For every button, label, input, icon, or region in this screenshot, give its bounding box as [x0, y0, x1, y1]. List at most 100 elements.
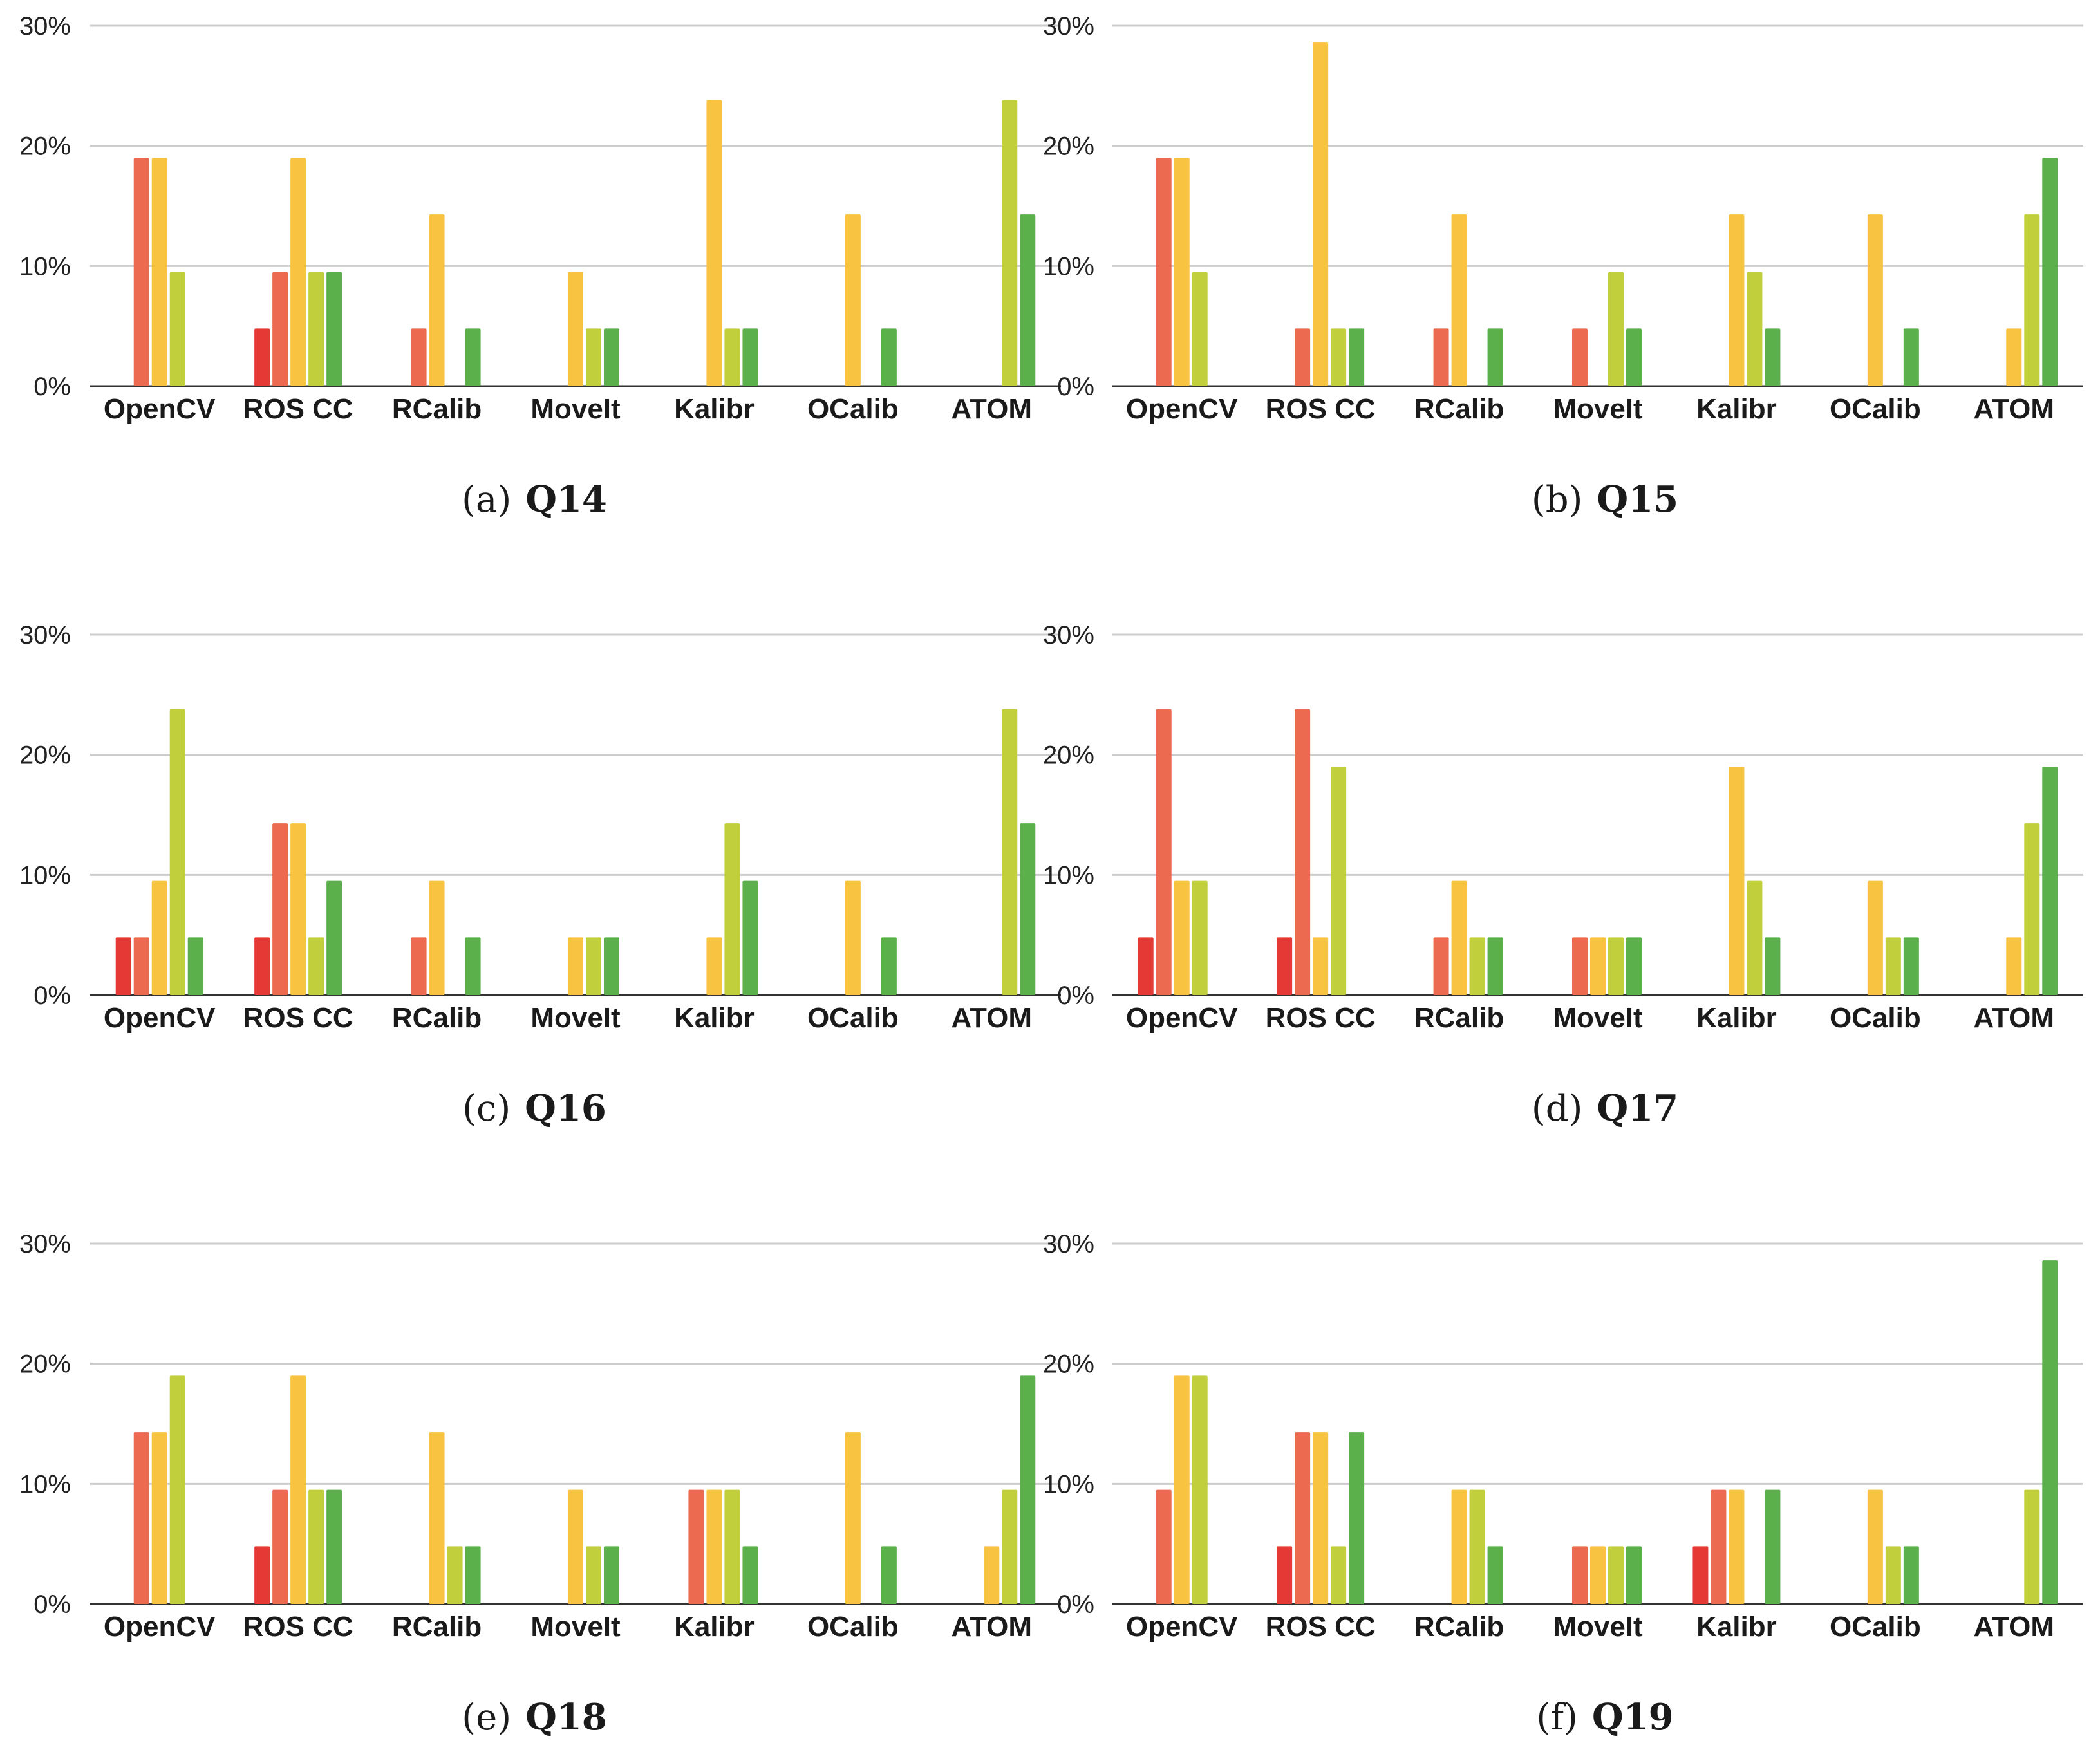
bar-kalibr-s1: [1692, 1546, 1709, 1604]
bar-kalibr-s5: [742, 1546, 758, 1604]
bar-opencv-s4: [169, 272, 185, 386]
category-label: RCalib: [1414, 393, 1504, 425]
y-tick-label: 30%: [1043, 621, 1094, 649]
bar-kalibr-s4: [724, 1489, 740, 1604]
caption-letter: (d): [1532, 1088, 1583, 1130]
category-label: Kalibr: [1696, 393, 1777, 425]
bar-opencv-s4: [169, 1375, 185, 1604]
bar-kalibr-s5: [1765, 937, 1781, 995]
category-label: RCalib: [392, 393, 482, 425]
bar-atom-s4: [1002, 100, 1018, 386]
category-label: RCalib: [392, 1611, 482, 1643]
bar-atom-s5: [2042, 767, 2058, 995]
category-label: Kalibr: [674, 1002, 755, 1034]
category-label: OpenCV: [104, 1002, 216, 1034]
category-label: Kalibr: [674, 1611, 755, 1643]
bar-ros-cc-s1: [254, 937, 270, 995]
y-tick-label: 0%: [1057, 982, 1094, 1010]
bar-ros-cc-s2: [272, 823, 288, 995]
panel-caption: (c) Q16: [462, 1087, 606, 1130]
category-label: MoveIt: [1553, 393, 1643, 425]
y-tick-label: 0%: [33, 373, 71, 401]
bar-rcalib-s4: [447, 1546, 463, 1604]
bar-ros-cc-s2: [1295, 709, 1311, 995]
y-tick-label: 0%: [33, 1590, 71, 1619]
bar-kalibr-s3: [706, 100, 722, 386]
caption-question: Q19: [1592, 1696, 1674, 1738]
bar-atom-s5: [1020, 823, 1036, 995]
bar-rcalib-s5: [1487, 328, 1503, 386]
y-tick-label: 0%: [33, 982, 71, 1010]
y-tick-label: 30%: [19, 12, 71, 41]
bar-opencv-s2: [133, 937, 149, 995]
bar-ocalib-s3: [1867, 880, 1883, 995]
bar-ros-cc-s3: [290, 158, 306, 387]
bar-atom-s4: [2024, 1489, 2040, 1604]
bar-rcalib-s5: [1487, 937, 1503, 995]
bar-moveit-s4: [586, 328, 601, 386]
bar-moveit-s4: [586, 1546, 601, 1604]
bar-opencv-s3: [1174, 158, 1190, 387]
y-tick-label: 20%: [19, 133, 71, 161]
bar-moveit-s2: [1572, 937, 1588, 995]
caption-letter: (e): [462, 1697, 511, 1738]
bar-ocalib-s4: [1885, 937, 1901, 995]
y-tick-label: 10%: [1043, 252, 1094, 281]
category-label: OpenCV: [104, 1611, 216, 1643]
bar-ros-cc-s1: [254, 328, 270, 386]
bar-moveit-s5: [604, 937, 619, 995]
bar-ocalib-s5: [1903, 1546, 1919, 1604]
panel-a: 0% 10% 20% 30% OpenCV ROS CC RCalib MoveIt Kalib…: [19, 12, 1061, 521]
category-label: OCalib: [807, 1611, 899, 1643]
bar-kalibr-s5: [1765, 1489, 1781, 1604]
panel-caption: (e) Q18: [462, 1696, 607, 1738]
category-label: RCalib: [1414, 1611, 1504, 1643]
bar-ocalib-s3: [845, 214, 861, 386]
panel-e: 0% 10% 20% 30% OpenCV ROS CC RCalib MoveIt Kalib…: [19, 1230, 1061, 1738]
bar-moveit-s4: [1608, 937, 1624, 995]
bar-atom-s3: [2006, 937, 2022, 995]
bar-moveit-s5: [604, 1546, 619, 1604]
caption-question: Q16: [525, 1087, 606, 1130]
bar-moveit-s5: [1626, 937, 1642, 995]
category-label: ROS CC: [243, 1002, 353, 1034]
bar-moveit-s2: [1572, 1546, 1588, 1604]
caption-letter: (a): [462, 479, 511, 521]
bar-atom-s3: [984, 1546, 1000, 1604]
bar-moveit-s5: [1626, 328, 1642, 386]
y-tick-label: 30%: [1043, 12, 1094, 41]
y-tick-label: 20%: [19, 1350, 71, 1379]
bar-rcalib-s4: [1469, 1489, 1485, 1604]
category-label: OCalib: [1830, 1611, 1921, 1643]
panel-caption: (f) Q19: [1536, 1696, 1673, 1738]
y-tick-label: 10%: [19, 861, 71, 890]
bar-kalibr-s5: [1765, 328, 1781, 386]
category-label: Kalibr: [1696, 1611, 1777, 1643]
bar-opencv-s4: [169, 709, 185, 995]
panel-caption: (d) Q17: [1532, 1087, 1678, 1130]
category-label: ATOM: [1974, 393, 2054, 425]
bar-rcalib-s5: [465, 937, 481, 995]
bar-rcalib-s2: [411, 937, 427, 995]
bar-kalibr-s4: [724, 823, 740, 995]
bar-ros-cc-s4: [308, 1489, 324, 1604]
bar-ros-cc-s4: [1331, 767, 1347, 995]
bar-ocalib-s3: [845, 880, 861, 995]
bar-moveit-s3: [568, 937, 583, 995]
bar-ros-cc-s3: [1313, 42, 1329, 387]
bar-ros-cc-s1: [1277, 1546, 1293, 1604]
bar-opencv-s3: [151, 1432, 167, 1604]
bar-ros-cc-s4: [1331, 1546, 1347, 1604]
category-label: ROS CC: [243, 393, 353, 425]
bar-ros-cc-s5: [1349, 328, 1365, 386]
bar-moveit-s3: [1590, 937, 1606, 995]
bar-rcalib-s3: [429, 214, 445, 386]
bar-kalibr-s4: [724, 328, 740, 386]
bar-moveit-s4: [586, 937, 601, 995]
category-label: ROS CC: [1266, 1002, 1376, 1034]
bar-rcalib-s2: [1433, 328, 1449, 386]
bar-kalibr-s2: [688, 1489, 704, 1604]
bar-ros-cc-s3: [1313, 937, 1329, 995]
panel-b: 0% 10% 20% 30% OpenCV ROS CC RCalib MoveIt Kalib…: [1043, 12, 2083, 521]
